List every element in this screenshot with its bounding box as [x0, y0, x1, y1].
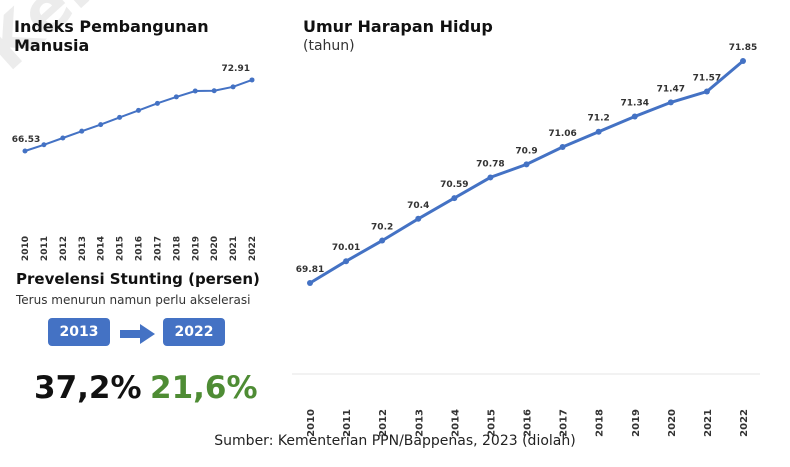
uhh-data-label: 70.01 — [332, 243, 360, 253]
ipm-chart-title: Indeks Pembangunan Manusia — [14, 17, 209, 55]
uhh-data-label: 71.06 — [548, 129, 576, 139]
ipm-point — [230, 84, 236, 90]
uhh-point — [487, 174, 494, 181]
uhh-point — [703, 88, 710, 95]
uhh-point — [343, 258, 350, 265]
ipm-x-tick-label: 2011 — [40, 236, 50, 261]
ipm-x-tick-label: 2016 — [135, 236, 145, 261]
ipm-data-label: 66.53 — [12, 135, 40, 145]
uhh-point — [559, 143, 566, 150]
ipm-point — [22, 148, 28, 154]
uhh-point — [415, 215, 422, 222]
ipm-point — [98, 122, 104, 128]
uhh-data-label: 70.59 — [440, 180, 468, 190]
uhh-x-tick-label: 2017 — [559, 409, 570, 437]
ipm-x-tick-label: 2012 — [59, 236, 69, 261]
uhh-x-tick-label: 2012 — [378, 409, 389, 437]
uhh-data-label: 70.9 — [515, 146, 537, 156]
ipm-point — [60, 135, 66, 141]
ipm-x-tick-label: 2017 — [153, 236, 163, 261]
ipm-point — [173, 94, 179, 100]
ipm-x-tick-label: 2014 — [97, 236, 107, 261]
stunting-value-from: 37,2% — [34, 370, 142, 406]
ipm-data-label: 72.91 — [222, 64, 250, 74]
ipm-point — [79, 128, 85, 134]
uhh-data-label: 69.81 — [296, 265, 324, 275]
uhh-x-tick-label: 2018 — [595, 409, 606, 437]
uhh-data-label: 71.2 — [588, 114, 610, 124]
uhh-x-tick-label: 2020 — [667, 409, 678, 437]
ipm-x-tick-label: 2021 — [229, 236, 239, 261]
stunting-subtitle: Terus menurun namun perlu akselerasi — [16, 293, 251, 307]
uhh-point — [667, 99, 674, 106]
uhh-data-label: 70.4 — [407, 201, 429, 211]
uhh-x-tick-label: 2016 — [523, 409, 534, 437]
uhh-data-label: 71.85 — [729, 43, 757, 53]
uhh-data-label: 71.47 — [657, 84, 685, 94]
ipm-point — [117, 114, 123, 120]
arrow-right-icon — [120, 324, 155, 344]
ipm-x-tick-label: 2019 — [191, 236, 201, 261]
uhh-point — [451, 195, 458, 202]
ipm-x-tick-label: 2020 — [210, 236, 220, 261]
uhh-point — [740, 58, 746, 64]
stunting-title: Prevelensi Stunting (persen) — [16, 270, 260, 288]
uhh-x-tick-label: 2010 — [306, 409, 317, 437]
source-note: Sumber: Kementerian PPN/Bappenas, 2023 (… — [214, 433, 576, 449]
uhh-x-tick-label: 2014 — [450, 409, 461, 437]
uhh-x-tick-label: 2011 — [342, 409, 353, 437]
uhh-data-label: 70.78 — [476, 159, 504, 169]
uhh-x-tick-label: 2013 — [414, 409, 425, 437]
ipm-x-tick-label: 2013 — [78, 236, 88, 261]
ipm-point — [249, 77, 255, 83]
ipm-point — [136, 107, 141, 113]
ipm-point — [154, 100, 160, 106]
stunting-value-to: 21,6% — [150, 370, 258, 406]
ipm-point — [211, 88, 217, 94]
uhh-data-label: 70.2 — [371, 223, 393, 233]
ipm-point — [192, 88, 198, 94]
uhh-x-tick-label: 2015 — [486, 409, 497, 437]
year-to-box: 2022 — [163, 318, 225, 346]
uhh-x-tick-label: 2022 — [739, 409, 750, 437]
uhh-point — [523, 161, 530, 168]
uhh-chart-title: Umur Harapan Hidup — [303, 17, 493, 36]
uhh-point — [631, 113, 638, 120]
ipm-x-tick-label: 2018 — [172, 236, 182, 261]
ipm-x-tick-label: 2015 — [116, 236, 126, 261]
uhh-point — [379, 237, 386, 244]
uhh-data-label: 71.57 — [693, 73, 721, 83]
ipm-x-tick-label: 2022 — [248, 236, 258, 261]
uhh-data-label: 71.34 — [621, 99, 649, 109]
ipm-point — [41, 142, 47, 148]
uhh-x-tick-label: 2021 — [703, 409, 714, 437]
ipm-line — [24, 78, 253, 152]
uhh-point — [595, 128, 602, 135]
uhh-point — [307, 280, 313, 286]
uhh-x-tick-label: 2019 — [631, 409, 642, 437]
uhh-chart-subtitle: (tahun) — [303, 38, 355, 54]
ipm-x-tick-label: 2010 — [21, 236, 31, 261]
year-from-box: 2013 — [48, 318, 110, 346]
